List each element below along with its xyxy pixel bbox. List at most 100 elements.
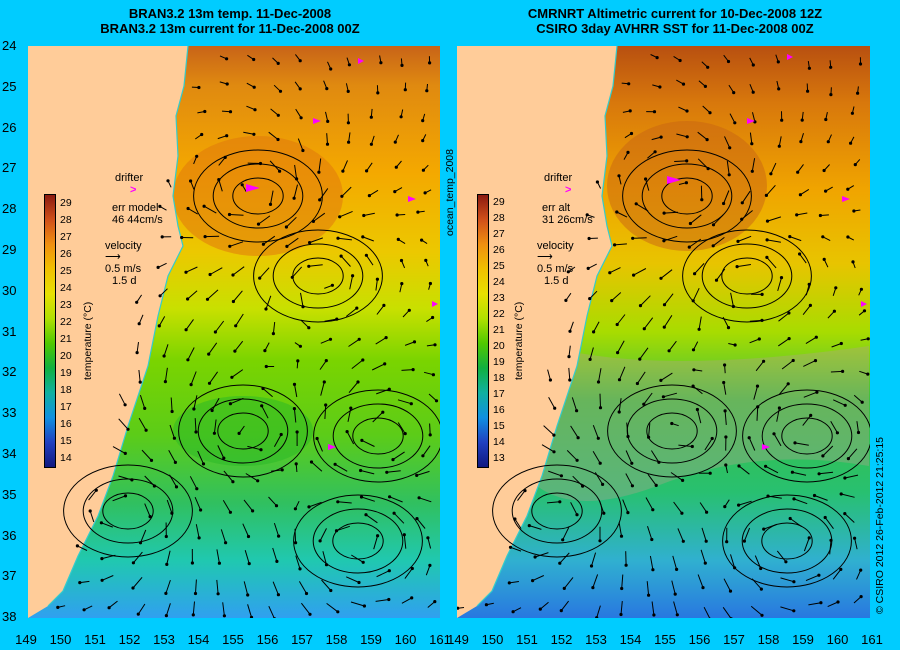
vector-head bbox=[247, 562, 251, 566]
lat-tick-label: 28 bbox=[2, 201, 17, 217]
current-vector bbox=[569, 321, 574, 332]
vector-head bbox=[276, 593, 280, 597]
vector-head bbox=[750, 142, 754, 146]
vector-head bbox=[812, 493, 817, 498]
vector-head bbox=[822, 168, 826, 173]
current-vector bbox=[88, 489, 97, 501]
current-vector bbox=[258, 215, 271, 225]
vector-head bbox=[762, 359, 766, 363]
vector-head bbox=[225, 134, 229, 138]
vector-head bbox=[364, 253, 368, 257]
vector-head bbox=[681, 478, 685, 482]
vector-head bbox=[407, 308, 411, 312]
current-vector bbox=[856, 421, 859, 433]
vector-head bbox=[357, 337, 361, 341]
vector-head bbox=[217, 561, 221, 565]
current-vector bbox=[361, 496, 375, 502]
current-vector bbox=[780, 577, 795, 583]
vector-head bbox=[691, 348, 696, 352]
current-vector bbox=[647, 151, 656, 159]
current-vector bbox=[778, 383, 789, 395]
current-vector bbox=[185, 266, 198, 273]
current-vector bbox=[286, 237, 299, 247]
left-err-value: 46 44cm/s bbox=[112, 214, 163, 226]
current-vector bbox=[242, 523, 249, 537]
current-vector bbox=[232, 266, 245, 276]
current-vector bbox=[401, 369, 414, 371]
vector-head bbox=[533, 555, 537, 559]
current-vector bbox=[650, 450, 660, 463]
current-vector bbox=[187, 347, 195, 361]
vector-head bbox=[798, 252, 802, 256]
vector-head bbox=[568, 329, 572, 333]
vector-head bbox=[818, 213, 822, 218]
vector-head bbox=[334, 529, 339, 533]
vector-head bbox=[280, 468, 284, 472]
vector-head bbox=[635, 381, 639, 386]
vector-head bbox=[642, 402, 646, 406]
vector-head bbox=[213, 330, 217, 334]
vector-head bbox=[808, 303, 812, 307]
current-vector bbox=[318, 158, 322, 173]
vector-head bbox=[184, 328, 188, 332]
vector-head bbox=[144, 428, 148, 432]
vector-head bbox=[821, 235, 825, 239]
vector-head bbox=[369, 115, 373, 119]
current-vector bbox=[158, 316, 166, 327]
vector-head bbox=[786, 382, 790, 386]
vector-head bbox=[575, 513, 579, 517]
vector-head bbox=[675, 567, 679, 572]
current-vector bbox=[244, 550, 250, 564]
vector-head bbox=[180, 235, 184, 240]
current-vector bbox=[216, 549, 220, 564]
current-vector bbox=[749, 319, 763, 322]
current-vector bbox=[599, 393, 601, 408]
vector-head bbox=[800, 118, 804, 122]
vector-head bbox=[416, 210, 420, 214]
vector-head bbox=[784, 560, 788, 564]
vector-head bbox=[747, 436, 751, 440]
current-vector bbox=[648, 423, 651, 438]
vector-head bbox=[711, 223, 716, 227]
left-velocity-label: velocity bbox=[105, 240, 142, 252]
vector-head bbox=[330, 283, 334, 287]
vector-head bbox=[853, 163, 857, 167]
vector-head bbox=[587, 236, 591, 241]
current-vector bbox=[348, 132, 351, 143]
left-drifter-icon: > bbox=[130, 184, 137, 196]
eddy-streamline bbox=[781, 417, 833, 455]
vector-head bbox=[400, 63, 404, 67]
vector-head bbox=[227, 212, 232, 217]
vector-head bbox=[201, 462, 206, 466]
current-vector bbox=[794, 442, 809, 446]
vector-head bbox=[351, 274, 355, 278]
vector-head bbox=[826, 140, 830, 144]
vector-head bbox=[228, 110, 233, 114]
current-vector bbox=[243, 581, 249, 596]
current-vector bbox=[112, 446, 126, 454]
vector-head bbox=[197, 85, 201, 90]
vector-head bbox=[157, 324, 161, 328]
vector-head bbox=[832, 309, 836, 313]
vector-head bbox=[428, 61, 432, 65]
right-colorbar-label: temperature (°C) bbox=[513, 301, 525, 380]
vector-head bbox=[836, 600, 840, 604]
vector-head bbox=[724, 435, 728, 439]
current-vector bbox=[247, 445, 262, 451]
current-vector bbox=[560, 600, 569, 611]
vector-head bbox=[158, 204, 162, 208]
vector-head bbox=[256, 479, 260, 483]
vector-head bbox=[340, 194, 344, 198]
vector-head bbox=[806, 89, 810, 93]
current-vector bbox=[397, 399, 412, 405]
warm-eddy bbox=[607, 121, 767, 251]
vector-head bbox=[322, 380, 326, 384]
colorbar-tick-label: 27 bbox=[60, 230, 72, 243]
current-vector bbox=[392, 451, 405, 461]
vector-head bbox=[82, 608, 86, 612]
eddy-streamline bbox=[82, 478, 174, 544]
vector-head bbox=[362, 604, 366, 608]
current-vector bbox=[611, 292, 622, 301]
current-vector bbox=[273, 434, 282, 447]
vector-head bbox=[860, 400, 864, 404]
